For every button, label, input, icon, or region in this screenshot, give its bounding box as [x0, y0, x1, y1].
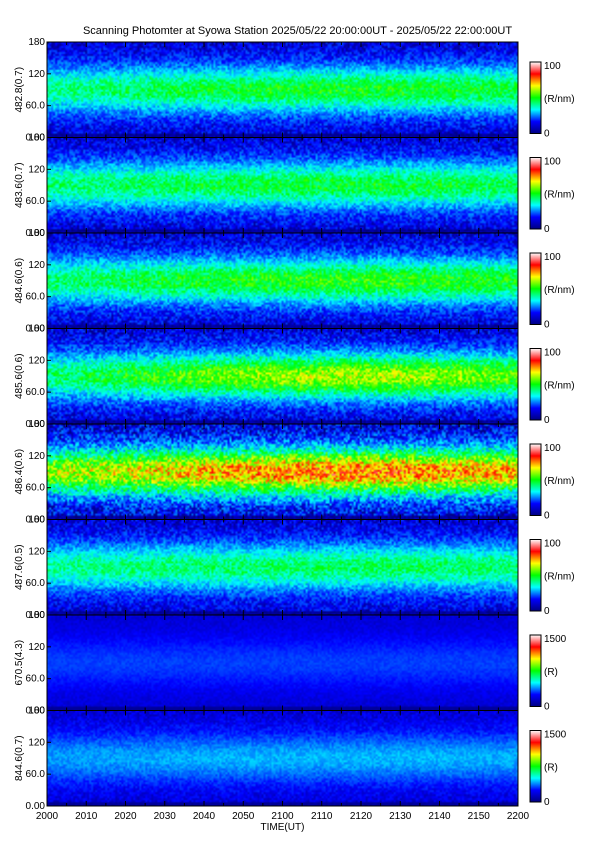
x-tick-label: 2110	[311, 811, 333, 822]
x-tick-label: 2130	[389, 811, 412, 822]
y-tick-label: 180	[28, 324, 45, 335]
y-tick-label: 0.00	[26, 228, 46, 239]
colorbar-unit-label: (R)	[544, 667, 558, 678]
colorbar-min-label: 0	[544, 511, 550, 522]
chart-title: Scanning Photomter at Syowa Station 2025…	[82, 25, 513, 37]
y-tick-label: 120	[28, 451, 45, 462]
colorbar-min-label: 0	[544, 702, 550, 713]
colorbar-min-label: 0	[544, 129, 550, 140]
x-tick-label: 2120	[350, 811, 373, 822]
colorbar	[529, 157, 542, 230]
y-tick-label: 120	[28, 737, 45, 748]
y-tick-label: 180	[28, 37, 45, 48]
heatmap-image	[47, 519, 518, 615]
y-tick-label: 60.0	[26, 387, 46, 398]
y-tick-label: 180	[28, 610, 45, 621]
x-tick-label: 2020	[114, 811, 137, 822]
x-tick-label: 2010	[75, 811, 98, 822]
x-tick-label: 2030	[154, 811, 177, 822]
colorbar	[529, 730, 542, 803]
colorbar-max-label: 100	[544, 61, 561, 72]
y-tick-label: 180	[28, 133, 45, 144]
x-tick-label: 2050	[232, 811, 255, 822]
y-tick-label: 60.0	[26, 578, 46, 589]
colorbar-min-label: 0	[544, 320, 550, 331]
y-axis-label: 484.6(0.6)	[14, 258, 25, 304]
y-axis-label: 486.4(0.6)	[14, 449, 25, 495]
heatmap-image	[47, 42, 518, 138]
y-tick-label: 60.0	[26, 674, 46, 685]
y-axis-label: 483.6(0.7)	[14, 162, 25, 208]
y-tick-label: 60.0	[26, 292, 46, 303]
colorbar	[529, 539, 542, 612]
colorbar	[529, 443, 542, 516]
y-tick-label: 120	[28, 355, 45, 366]
colorbar-unit-label: (R)	[544, 762, 558, 773]
y-axis-label: 670.5(4.3)	[14, 640, 25, 686]
y-tick-label: 60.0	[26, 483, 46, 494]
x-tick-label: 2200	[507, 811, 530, 822]
colorbar-unit-label: (R/nm)	[544, 571, 575, 582]
colorbar-max-label: 100	[544, 443, 561, 454]
heatmap-image	[47, 328, 518, 424]
y-tick-label: 180	[28, 515, 45, 526]
y-tick-label: 0.00	[26, 133, 46, 144]
colorbar-max-label: 100	[544, 348, 561, 359]
y-axis-label: 844.6(0.7)	[14, 735, 25, 781]
y-tick-label: 180	[28, 419, 45, 430]
x-tick-label: 2140	[428, 811, 451, 822]
y-tick-label: 0.00	[26, 515, 46, 526]
x-tick-label: 2100	[271, 811, 294, 822]
colorbar-max-label: 1500	[544, 730, 567, 741]
colorbar	[529, 61, 542, 134]
x-tick-label: 2150	[468, 811, 491, 822]
heatmap-image	[47, 424, 518, 520]
colorbar-min-label: 0	[544, 797, 550, 808]
x-axis-label: TIME(UT)	[261, 822, 305, 833]
y-tick-label: 120	[28, 69, 45, 80]
colorbar	[529, 348, 542, 421]
colorbar	[529, 252, 542, 325]
colorbar-unit-label: (R/nm)	[544, 189, 575, 200]
colorbar-min-label: 0	[544, 606, 550, 617]
y-axis-label: 482.8(0.7)	[14, 67, 25, 113]
heatmap-image	[47, 615, 518, 711]
colorbar-unit-label: (R/nm)	[544, 476, 575, 487]
colorbar	[529, 634, 542, 707]
y-tick-label: 0.00	[26, 324, 46, 335]
y-tick-label: 180	[28, 228, 45, 239]
y-axis-label: 485.6(0.6)	[14, 353, 25, 399]
y-tick-label: 0.00	[26, 706, 46, 717]
y-tick-label: 120	[28, 260, 45, 271]
colorbar-unit-label: (R/nm)	[544, 380, 575, 391]
heatmap-image	[47, 710, 518, 806]
colorbar-max-label: 1500	[544, 634, 567, 645]
colorbar-unit-label: (R/nm)	[544, 285, 575, 296]
y-tick-label: 0.00	[26, 801, 46, 812]
y-axis-label: 487.6(0.5)	[14, 544, 25, 590]
colorbar-max-label: 100	[544, 157, 561, 168]
y-tick-label: 0.00	[26, 610, 46, 621]
y-tick-label: 120	[28, 164, 45, 175]
y-tick-label: 60.0	[26, 196, 46, 207]
y-tick-label: 60.0	[26, 769, 46, 780]
colorbar-min-label: 0	[544, 224, 550, 235]
x-tick-label: 2000	[36, 811, 59, 822]
colorbar-min-label: 0	[544, 415, 550, 426]
heatmap-image	[47, 137, 518, 233]
colorbar-max-label: 100	[544, 539, 561, 550]
y-tick-label: 120	[28, 546, 45, 557]
y-tick-label: 60.0	[26, 101, 46, 112]
heatmap-image	[47, 233, 518, 329]
y-tick-label: 120	[28, 642, 45, 653]
y-tick-label: 180	[28, 706, 45, 717]
x-tick-label: 2040	[193, 811, 216, 822]
colorbar-unit-label: (R/nm)	[544, 94, 575, 105]
colorbar-max-label: 100	[544, 252, 561, 263]
y-tick-label: 0.00	[26, 419, 46, 430]
